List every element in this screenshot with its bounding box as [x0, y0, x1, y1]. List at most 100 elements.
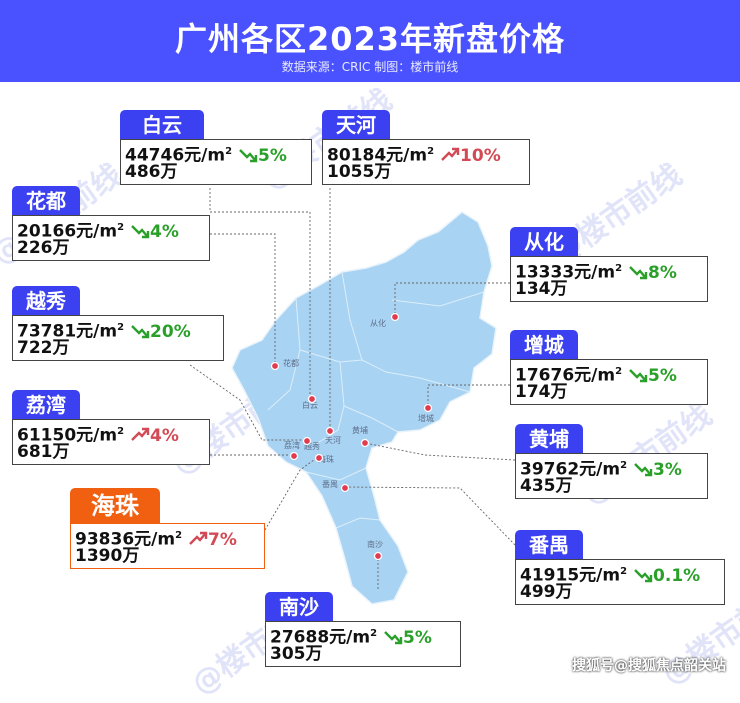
data-source: 数据来源：CRIC 制图：楼市前线: [281, 60, 459, 74]
pin-baiyun: [307, 394, 317, 404]
leader-line-zengcheng: [427, 384, 510, 405]
total-price: 722万: [17, 338, 70, 358]
avg-price: 39762元/m2 3%: [520, 459, 682, 481]
leader-line-yuexiu: [189, 364, 305, 441]
arrow-down-icon: [629, 265, 648, 279]
map-label-panyu: 番禺: [322, 479, 338, 489]
pin-haizhu: [314, 453, 324, 463]
pin-panyu: [340, 483, 350, 493]
avg-price: 17676元/m2 5%: [515, 365, 677, 387]
avg-price: 93836元/m2 7%: [75, 529, 237, 551]
trend-indicator: 7%: [188, 529, 237, 551]
map-label-conghua: 从化: [370, 318, 386, 328]
total-price: 499万: [520, 582, 573, 602]
pin-conghua: [390, 312, 400, 322]
header-banner: [0, 0, 740, 82]
trend-indicator: 0.1%: [633, 565, 700, 587]
total-price: 486万: [125, 162, 178, 182]
arrow-down-icon: [384, 630, 403, 644]
leader-line-haizhu: [264, 456, 319, 531]
map-label-yuexiu: 越秀: [304, 441, 320, 451]
avg-price: 73781元/m2 20%: [17, 321, 191, 342]
arrow-down-icon: [131, 224, 150, 238]
pin-nansha: [373, 551, 383, 561]
trend-indicator: 10%: [440, 145, 501, 167]
district-info: 93836元/m2 7% 1390万: [70, 523, 265, 569]
district-name: 越秀: [12, 286, 80, 316]
map-label-baiyun: 白云: [302, 400, 318, 410]
trend-indicator: 5%: [628, 365, 677, 387]
district-name: 从化: [510, 227, 578, 257]
avg-price: 13333元/m2 8%: [515, 262, 677, 284]
district-name: 花都: [12, 186, 80, 216]
leader-lines: [189, 188, 516, 590]
avg-price: 61150元/m2 4%: [17, 425, 179, 447]
arrow-up-icon: [189, 531, 208, 545]
trend-indicator: 3%: [633, 459, 682, 481]
leader-line-huadu: [210, 233, 276, 364]
pin-zengcheng: [423, 403, 433, 413]
avg-price: 20166元/m2 4%: [17, 221, 179, 243]
pin-huadu: [270, 361, 280, 371]
footer-watermark: 搜狐号@搜狐焦点韶关站: [572, 658, 726, 674]
total-price: 305万: [270, 644, 323, 664]
leader-line-baiyun: [209, 188, 311, 397]
pin-huangpu: [360, 438, 370, 448]
district-name: 白云: [120, 110, 204, 140]
map-label-haizhu: 海珠: [318, 454, 334, 464]
district-info: 20166元/m2 4% 226万: [12, 215, 210, 261]
district-info: 39762元/m2 3% 435万: [515, 453, 708, 499]
trend-indicator: 5%: [383, 627, 432, 649]
arrow-up-icon: [131, 427, 150, 441]
district-info: 80184元/m2 10% 1055万: [322, 139, 530, 185]
district-name: 天河: [322, 110, 390, 140]
total-price: 174万: [515, 382, 568, 402]
trend-indicator: 4%: [130, 425, 179, 447]
district-name: 南沙: [265, 592, 333, 622]
district-info: 73781元/m2 20% 722万: [12, 315, 224, 361]
map-label-huangpu: 黄埔: [352, 425, 368, 435]
district-name: 番禺: [515, 530, 583, 560]
district-info: 61150元/m2 4% 681万: [12, 419, 210, 465]
district-name: 增城: [510, 330, 578, 360]
district-name: 黄埔: [515, 424, 583, 454]
district-info: 27688元/m2 5% 305万: [265, 621, 461, 667]
avg-price: 27688元/m2 5%: [270, 627, 432, 649]
district-borders: [267, 271, 485, 529]
district-name: 海珠: [70, 488, 160, 524]
arrow-up-icon: [441, 147, 460, 161]
map-label-huadu: 花都: [283, 358, 299, 368]
arrow-down-icon: [131, 324, 150, 338]
trend-indicator: 8%: [628, 262, 677, 284]
pin-tianhe: [325, 426, 335, 436]
total-price: 226万: [17, 238, 70, 258]
guangzhou-map-shape: [231, 211, 497, 605]
district-info: 13333元/m2 8% 134万: [510, 256, 708, 302]
district-info: 17676元/m2 5% 174万: [510, 359, 708, 405]
leader-line-huangpu: [364, 442, 516, 461]
page-title: 广州各区2023年新盘价格: [174, 20, 566, 58]
trend-indicator: 4%: [130, 221, 179, 243]
map-label-nansha: 南沙: [367, 539, 383, 549]
avg-price: 44746元/m2 5%: [125, 145, 287, 167]
map-label-tianhe: 天河: [325, 435, 341, 445]
total-price: 681万: [17, 442, 70, 462]
arrow-down-icon: [634, 568, 653, 582]
pin-liwan: [289, 451, 299, 461]
district-info: 41915元/m2 0.1% 499万: [515, 559, 725, 605]
total-price: 435万: [520, 476, 573, 496]
arrow-down-icon: [629, 368, 648, 382]
total-price: 1390万: [75, 546, 140, 566]
arrow-down-icon: [239, 148, 258, 162]
arrow-down-icon: [634, 462, 653, 476]
map-label-liwan: 荔湾: [284, 440, 300, 450]
district-info: 44746元/m2 5% 486万: [120, 139, 312, 185]
avg-price: 80184元/m2 10%: [327, 145, 501, 167]
total-price: 1055万: [327, 162, 392, 182]
pin-yuexiu: [302, 436, 312, 446]
map-label-zengcheng: 增城: [418, 413, 434, 423]
total-price: 134万: [515, 279, 568, 299]
avg-price: 41915元/m2 0.1%: [520, 565, 701, 587]
guangzhou-map: 从化 花都 白云 天河 黄埔 增城 荔湾 越秀 海珠 番禺 南沙: [189, 188, 516, 605]
trend-indicator: 5%: [238, 145, 287, 167]
